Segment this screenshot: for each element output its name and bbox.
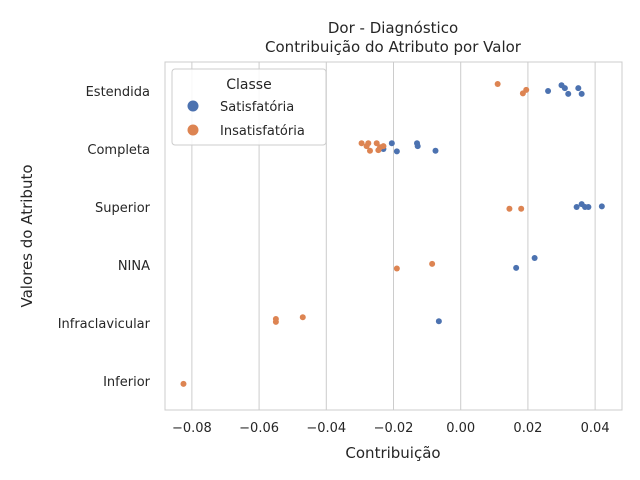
point-insatisfatoria-completa	[358, 140, 365, 147]
x-tick-label: 0.04	[581, 421, 610, 436]
y-tick-label-inferior: Inferior	[103, 375, 151, 390]
point-insatisfatoria-infraclavicular	[272, 318, 279, 325]
point-satisfatoria-completa	[414, 143, 421, 150]
point-satisfatoria-completa	[393, 148, 400, 155]
point-satisfatoria-completa	[432, 147, 439, 154]
legend-title: Classe	[226, 77, 271, 93]
data-points	[180, 81, 605, 387]
legend-label-satisfatoria: Satisfatória	[220, 100, 294, 115]
point-insatisfatoria-completa	[375, 147, 382, 154]
point-insatisfatoria-nina	[393, 265, 400, 272]
point-satisfatoria-superior	[585, 204, 592, 210]
point-insatisfatoria-completa	[380, 143, 387, 150]
point-satisfatoria-nina	[531, 255, 538, 262]
x-axis-label: Contribuição	[345, 444, 440, 462]
point-insatisfatoria-completa	[366, 147, 373, 154]
legend-label-insatisfatoria: Insatisfatória	[220, 124, 305, 139]
x-tick-label: −0.02	[374, 421, 414, 436]
point-satisfatoria-superior	[573, 204, 580, 210]
y-tick-label-nina: NINA	[118, 259, 150, 274]
point-satisfatoria-infraclavicular	[435, 318, 442, 325]
y-tick-labels: Estendida Completa Superior NINA Infraclavic…	[58, 85, 151, 390]
point-satisfatoria-estendida	[545, 88, 552, 94]
point-satisfatoria-nina	[513, 264, 520, 271]
legend-marker-insatisfatoria	[187, 124, 199, 136]
point-insatisfatoria-completa	[365, 140, 372, 147]
x-tick-label: −0.08	[172, 421, 212, 436]
x-tick-label: −0.06	[239, 421, 279, 436]
plot-border	[164, 61, 623, 411]
point-satisfatoria-superior	[598, 203, 605, 210]
y-axis-label: Valores do Atributo	[18, 164, 36, 307]
chart-title: Dor - Diagnóstico	[328, 19, 458, 37]
point-insatisfatoria-superior	[518, 205, 525, 212]
y-tick-label-superior: Superior	[95, 201, 151, 216]
x-tick-label: −0.04	[306, 421, 346, 436]
point-insatisfatoria-estendida	[494, 81, 501, 88]
point-insatisfatoria-completa	[373, 140, 380, 147]
point-satisfatoria-estendida	[565, 90, 572, 97]
y-tick-label-infraclavicular: Infraclavicular	[58, 317, 151, 332]
point-satisfatoria-estendida	[575, 85, 582, 92]
chart-subtitle: Contribuição do Atributo por Valor	[265, 38, 522, 56]
y-tick-label-completa: Completa	[87, 143, 150, 158]
legend-marker-satisfatoria	[187, 100, 199, 112]
point-insatisfatoria-inferior	[180, 380, 187, 387]
point-insatisfatoria-estendida	[519, 90, 526, 97]
point-insatisfatoria-nina	[429, 260, 436, 267]
y-tick-label-estendida: Estendida	[86, 85, 150, 100]
x-tick-label: 0.02	[513, 421, 542, 436]
point-insatisfatoria-superior	[506, 205, 513, 212]
x-tick-labels: −0.08 −0.06 −0.04 −0.02 0.00 0.02 0.04	[172, 421, 610, 436]
point-satisfatoria-estendida	[578, 90, 585, 97]
x-tick-label: 0.00	[446, 421, 475, 436]
point-insatisfatoria-infraclavicular	[299, 314, 306, 321]
axes-frame	[164, 61, 623, 411]
point-satisfatoria-estendida	[561, 85, 568, 92]
legend: Classe Satisfatória Insatisfatória	[171, 68, 327, 146]
point-satisfatoria-completa	[388, 140, 395, 147]
legend-box	[171, 68, 327, 146]
